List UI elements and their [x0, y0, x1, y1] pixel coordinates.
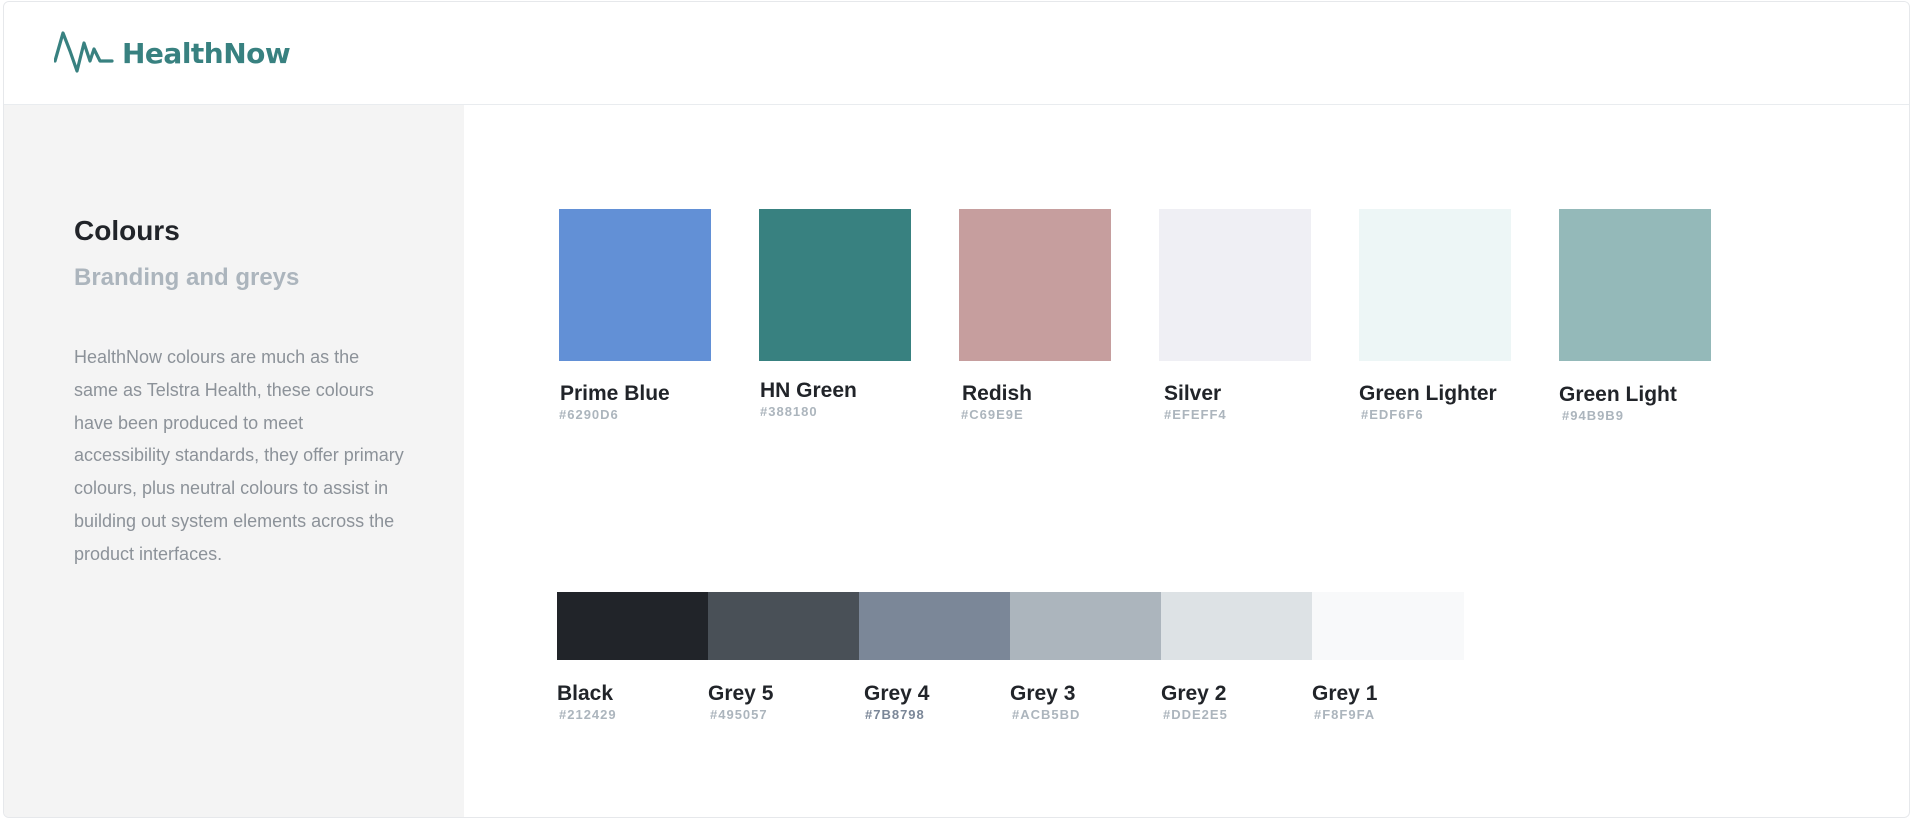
- section-description: HealthNow colours are much as the same a…: [74, 347, 404, 564]
- swatch-name: HN Green: [760, 379, 857, 402]
- grey-name: Grey 3: [1010, 682, 1076, 705]
- swatch-name: Redish: [962, 382, 1033, 405]
- swatch-hex: #94B9B9: [1562, 408, 1624, 423]
- section-subtitle: Branding and greys: [74, 264, 300, 291]
- grey-name: Grey 5: [708, 682, 774, 705]
- grey-name: Black: [557, 682, 614, 705]
- swatch-name: Green Lighter: [1359, 382, 1497, 405]
- grey-swatch-grey-5: [708, 592, 860, 660]
- grey-name: Grey 4: [864, 682, 930, 705]
- swatch-hn-green: [759, 209, 911, 361]
- page-frame: HealthNow Colours Branding and greys Hea…: [3, 1, 1910, 818]
- grey-swatch-black: [557, 592, 709, 660]
- grey-hex: #F8F9FA: [1314, 707, 1376, 722]
- sidebar: Colours Branding and greys HealthNow col…: [4, 105, 464, 817]
- swatch-hex: #C69E9E: [961, 407, 1024, 422]
- swatch-prime-blue: [559, 209, 711, 361]
- swatch-hex: #6290D6: [559, 407, 619, 422]
- swatch-silver: [1159, 209, 1311, 361]
- swatch-hex: #388180: [760, 404, 818, 419]
- grey-hex: #7B8798: [865, 707, 925, 722]
- swatch-hex: #EDF6F6: [1361, 407, 1424, 422]
- swatch-redish: [959, 209, 1111, 361]
- grey-hex: #495057: [710, 707, 768, 722]
- swatch-green-lighter: [1359, 209, 1511, 361]
- logo-wordmark: HealthNow: [122, 36, 291, 70]
- swatch-green-light: [1559, 209, 1711, 361]
- logo[interactable]: HealthNow: [54, 27, 291, 79]
- grey-swatch-grey-3: [1010, 592, 1162, 660]
- grey-name: Grey 2: [1161, 682, 1227, 705]
- heartbeat-logo-icon: [54, 31, 114, 73]
- grey-hex: #212429: [559, 707, 617, 722]
- section-title: Colours: [74, 215, 180, 246]
- swatch-name: Silver: [1164, 382, 1222, 405]
- grey-swatch-grey-2: [1161, 592, 1313, 660]
- swatch-name: Prime Blue: [560, 382, 670, 405]
- swatch-name: Green Light: [1559, 383, 1677, 406]
- header: HealthNow: [4, 2, 1909, 105]
- grey-name: Grey 1: [1312, 682, 1378, 705]
- swatch-hex: #EFEFF4: [1164, 407, 1227, 422]
- grey-swatch-grey-4: [859, 592, 1011, 660]
- grey-swatch-grey-1: [1312, 592, 1464, 660]
- grey-hex: #DDE2E5: [1163, 707, 1228, 722]
- grey-hex: #ACB5BD: [1012, 707, 1081, 722]
